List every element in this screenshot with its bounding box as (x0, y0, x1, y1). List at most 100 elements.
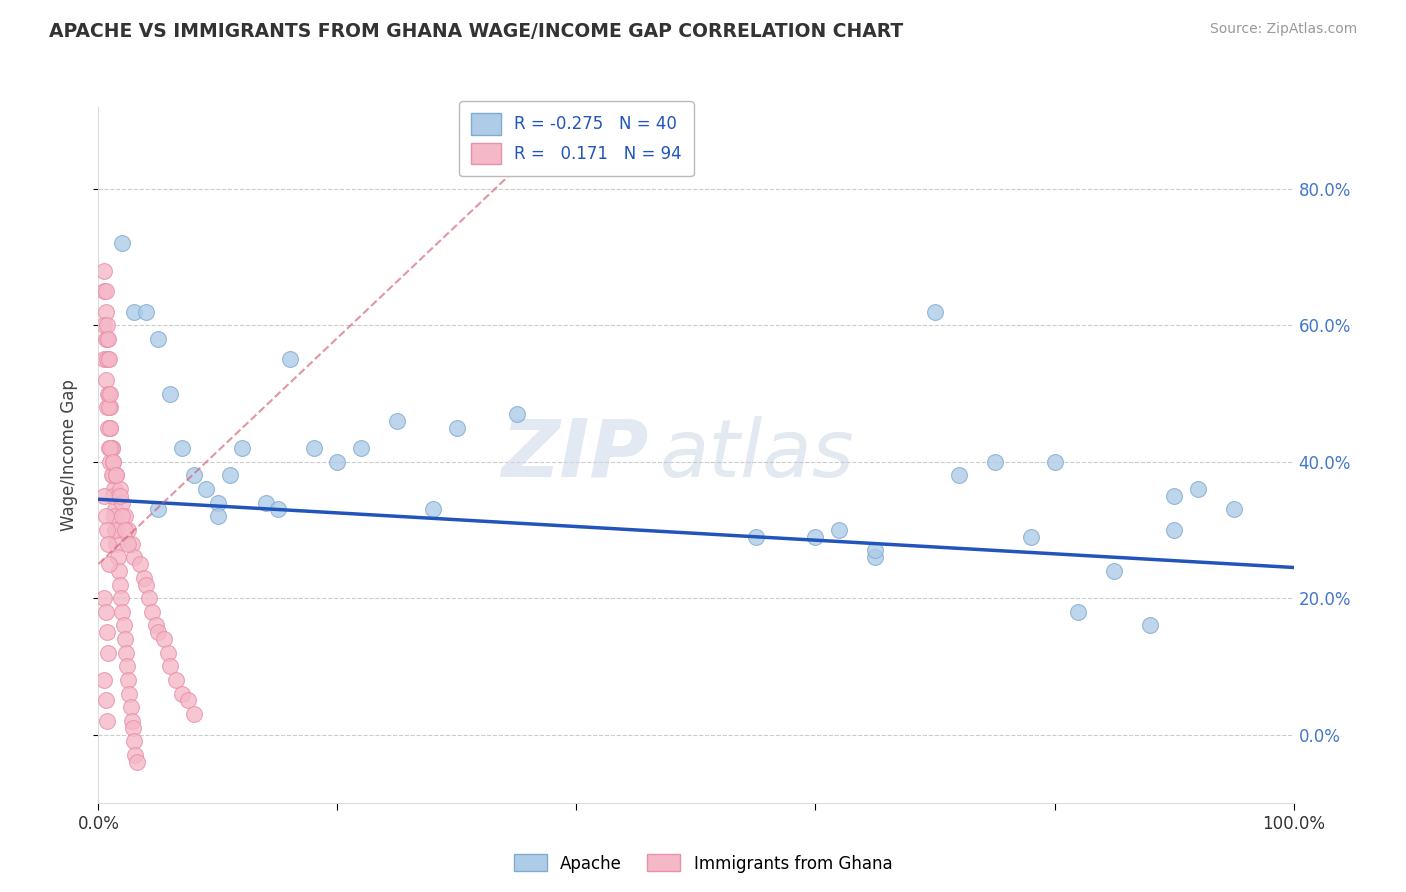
Legend: Apache, Immigrants from Ghana: Apache, Immigrants from Ghana (508, 847, 898, 880)
Point (97, 646, 120, 660)
Point (121, 714, 143, 728)
Point (195, 482, 218, 496)
Point (112, 618, 135, 632)
Point (121, 536, 143, 550)
Point (804, 530, 827, 544)
Point (111, 236, 134, 251)
Point (153, 632, 176, 646)
Text: Source: ZipAtlas.com: Source: ZipAtlas.com (1209, 22, 1357, 37)
Point (105, 536, 128, 550)
Point (103, 482, 125, 496)
Point (267, 502, 290, 516)
Point (156, 646, 179, 660)
Point (385, 414, 409, 428)
Point (278, 352, 301, 367)
Point (165, 673, 187, 687)
Point (231, 441, 253, 455)
Point (148, 502, 170, 516)
Point (105, 523, 128, 537)
Point (138, 591, 160, 606)
Point (97, 386, 120, 401)
Point (350, 441, 373, 455)
Point (118, 687, 141, 701)
Point (98, 386, 122, 401)
Point (97, 420, 120, 434)
Point (93, 318, 115, 333)
Point (124, 304, 146, 318)
Point (1043, 455, 1066, 469)
Text: APACHE VS IMMIGRANTS FROM GHANA WAGE/INCOME GAP CORRELATION CHART: APACHE VS IMMIGRANTS FROM GHANA WAGE/INC… (49, 22, 904, 41)
Point (177, 693, 200, 707)
Point (93, 673, 115, 687)
Point (172, 441, 194, 455)
Point (94, 284, 117, 298)
Point (132, 571, 155, 585)
Point (100, 441, 122, 455)
Point (254, 496, 277, 510)
Point (104, 523, 127, 537)
Point (105, 468, 128, 483)
Point (96, 523, 118, 537)
Legend: R = -0.275   N = 40, R =   0.171   N = 94: R = -0.275 N = 40, R = 0.171 N = 94 (460, 102, 693, 176)
Point (129, 557, 152, 571)
Point (101, 455, 124, 469)
Point (1067, 605, 1090, 619)
Point (1104, 564, 1126, 578)
Point (93, 591, 115, 606)
Point (96, 625, 118, 640)
Point (124, 550, 146, 565)
Point (114, 632, 136, 646)
Point (183, 468, 205, 483)
Point (117, 536, 139, 550)
Point (1163, 489, 1185, 503)
Point (115, 646, 138, 660)
Point (111, 496, 134, 510)
Point (122, 721, 145, 735)
Point (159, 659, 181, 673)
Point (96, 352, 118, 367)
Point (94, 509, 117, 524)
Point (98, 455, 122, 469)
Point (115, 659, 138, 673)
Point (93, 352, 115, 367)
Point (1187, 482, 1209, 496)
Point (101, 455, 124, 469)
Point (302, 441, 325, 455)
Point (108, 577, 131, 591)
Text: atlas: atlas (661, 416, 855, 494)
Point (94, 605, 117, 619)
Point (114, 509, 136, 524)
Point (104, 502, 127, 516)
Point (97, 536, 120, 550)
Point (446, 420, 468, 434)
Point (108, 482, 131, 496)
Point (135, 577, 157, 591)
Text: ZIP: ZIP (501, 416, 648, 494)
Point (96, 332, 118, 346)
Point (110, 591, 132, 606)
Point (94, 373, 117, 387)
Point (117, 673, 139, 687)
Point (148, 625, 170, 640)
Point (98, 420, 122, 434)
Point (172, 687, 194, 701)
Point (125, 755, 148, 769)
Point (120, 700, 142, 714)
Point (98, 386, 121, 401)
Point (94, 693, 117, 707)
Point (183, 707, 205, 722)
Point (506, 407, 529, 421)
Point (1163, 523, 1185, 537)
Point (828, 523, 851, 537)
Point (219, 468, 242, 483)
Point (93, 284, 115, 298)
Point (1139, 618, 1161, 632)
Point (422, 502, 444, 516)
Point (326, 455, 349, 469)
Point (114, 523, 136, 537)
Point (1223, 502, 1246, 516)
Point (98, 400, 121, 414)
Point (97, 352, 120, 367)
Point (98, 352, 121, 367)
Point (111, 605, 134, 619)
